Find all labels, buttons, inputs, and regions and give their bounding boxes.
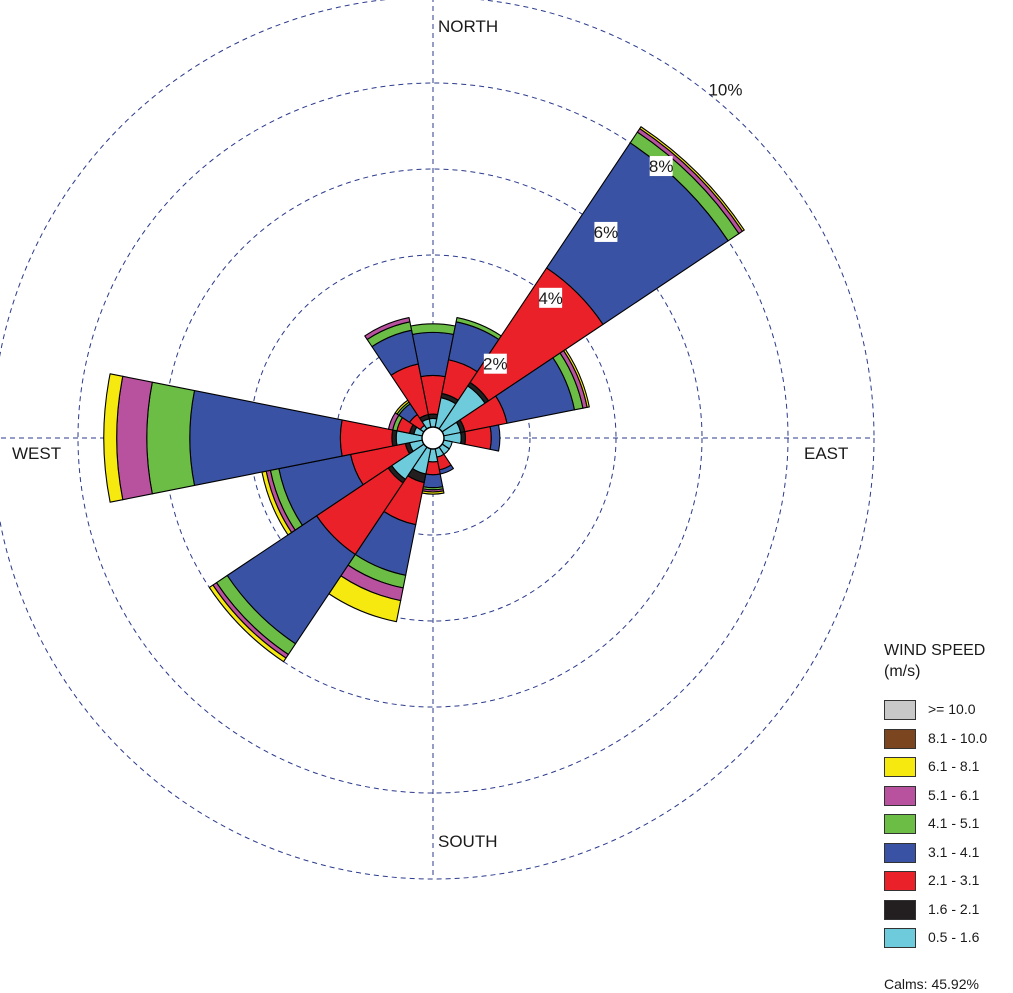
legend-item: 3.1 - 4.1: [884, 842, 1012, 863]
legend-label: 1.6 - 2.1: [928, 900, 980, 917]
tick-label-2: 2%: [483, 353, 508, 374]
south-label: SOUTH: [438, 832, 498, 851]
petal-segment-ene-6: [563, 348, 590, 408]
wind-petals: [103, 126, 745, 663]
direction-labels: NORTH EAST SOUTH WEST: [12, 17, 848, 851]
legend-title: WIND SPEED: [884, 642, 986, 659]
legend-item: >= 10.0: [884, 700, 1012, 720]
grid-ring-3: [163, 168, 703, 708]
petal-segment-nnw-5: [364, 317, 411, 341]
legend: WIND SPEED (m/s) >= 10.0 8.1 - 10.0 6.1 - …: [884, 640, 1012, 992]
calms-label: Calms: 45.92%: [884, 976, 979, 992]
tick-label-10: 10%: [708, 80, 742, 99]
petal-segment-e-3: [489, 424, 501, 452]
petal-segment-w-5: [116, 375, 153, 501]
legend-item: 1.6 - 2.1: [884, 899, 1012, 920]
legend-label: 2.1 - 3.1: [928, 872, 980, 888]
tick-label-text: 2%: [483, 355, 508, 374]
legend-item: 6.1 - 8.1: [884, 757, 1012, 777]
north-label: NORTH: [438, 17, 498, 36]
radial-tick-labels: 2% 4% 6% 8% 10%: [483, 80, 742, 374]
petal-segment-ne-6: [639, 126, 745, 232]
legend-label: 6.1 - 8.1: [928, 758, 980, 774]
legend-label: 8.1 - 10.0: [928, 729, 988, 746]
legend-swatch: [884, 899, 916, 920]
legend-swatch: [884, 785, 916, 806]
tick-label-text: 10%: [708, 80, 742, 99]
tick-label-text: 6%: [594, 223, 619, 242]
west-label: WEST: [12, 444, 61, 463]
legend-swatch: [884, 814, 916, 834]
legend-unit: (m/s): [884, 663, 921, 680]
tick-label-text: 8%: [649, 157, 674, 176]
legend-swatch: [884, 700, 916, 720]
petal-segment-w-6: [103, 373, 124, 503]
tick-label-8: 8%: [649, 156, 674, 177]
legend-label: 4.1 - 5.1: [928, 815, 980, 831]
legend-swatch: [884, 757, 916, 777]
petal-segment-w-4: [146, 381, 196, 495]
tick-label-4: 4%: [538, 287, 563, 308]
petal-segment-n-4: [410, 323, 456, 335]
legend-label: >= 10.0: [928, 701, 976, 717]
legend-label: 0.5 - 1.6: [928, 929, 980, 945]
petal-segment-sw-6: [208, 584, 287, 663]
legend-swatch: [884, 871, 916, 891]
legend-item: 4.1 - 5.1: [884, 814, 1012, 834]
tick-label-6: 6%: [594, 221, 619, 242]
legend-item: 5.1 - 6.1: [884, 785, 1012, 806]
east-label: EAST: [804, 444, 848, 463]
legend-swatch: [884, 928, 916, 948]
grid-ring-1: [335, 340, 531, 536]
petal-segment-s-3: [422, 473, 444, 489]
tick-label-text: 4%: [538, 289, 563, 308]
legend-label: 5.1 - 6.1: [928, 786, 980, 803]
legend-swatch: [884, 728, 916, 749]
legend-item: 0.5 - 1.6: [884, 928, 1012, 948]
calm-hub: [421, 426, 445, 450]
legend-item: 8.1 - 10.0: [884, 728, 1012, 749]
legend-swatch: [884, 842, 916, 863]
legend-label: 3.1 - 4.1: [928, 843, 980, 860]
legend-item: 2.1 - 3.1: [884, 871, 1012, 891]
grid-ring-5: [0, 0, 875, 880]
